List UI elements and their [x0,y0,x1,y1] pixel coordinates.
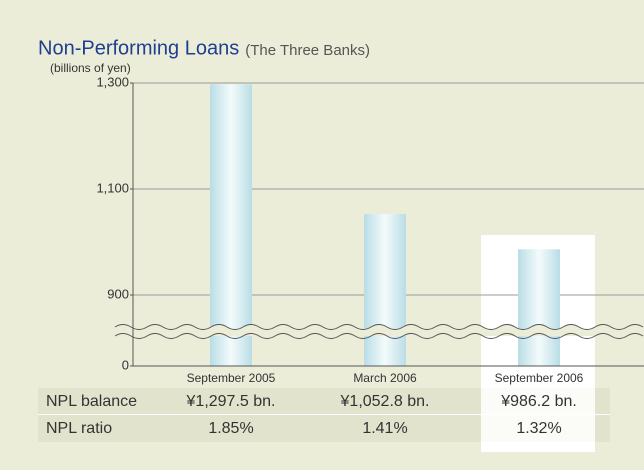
y-tick-label: 1,100 [96,180,129,195]
bars [210,84,560,366]
row-label: NPL balance [46,393,137,410]
value-label: ¥986.2 bn. [500,393,577,410]
chart-title: Non-Performing Loans [38,37,239,59]
break-line [114,333,644,339]
bar [364,214,406,366]
value-label: ¥1,297.5 bn. [186,393,276,410]
row-label: NPL ratio [46,420,112,437]
axes: 0 900 1,100 1,300 [96,74,644,372]
x-tick-label: September 2006 [495,371,584,385]
y-tick-label: 1,300 [96,74,129,89]
break-line [114,324,644,330]
bar [210,84,252,366]
y-tick-label: 900 [107,286,129,301]
bar [518,249,560,366]
table-cell: 1.41% [362,420,407,437]
y-axis-label: (billions of yen) [50,61,131,75]
y-tick-label: 0 [122,357,129,372]
table-cell: 1.85% [208,420,253,437]
break-fill [115,324,644,339]
table-cell: 1.32% [516,420,561,437]
value-label: ¥1,052.8 bn. [340,393,430,410]
chart-subtitle: (The Three Banks) [245,42,370,59]
x-tick-label: March 2006 [353,371,417,385]
x-tick-label: September 2005 [187,371,276,385]
axis-break [114,324,644,339]
